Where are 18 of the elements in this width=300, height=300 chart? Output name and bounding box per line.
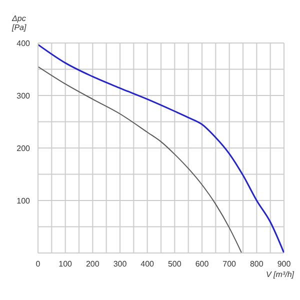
x-tick-label: 200 bbox=[86, 260, 100, 269]
x-tick-label: 400 bbox=[140, 260, 155, 269]
y-tick-label: 400 bbox=[16, 38, 31, 48]
y-tick-label: 100 bbox=[16, 196, 31, 206]
line-series bbox=[38, 44, 284, 253]
x-axis-title: V [m³/h] bbox=[266, 270, 294, 279]
line-series bbox=[38, 66, 242, 253]
x-tick-label: 900 bbox=[277, 260, 292, 269]
y-axis-title: Δpc [Pa] bbox=[12, 14, 28, 32]
x-tick-label: 500 bbox=[168, 260, 182, 269]
x-tick-label: 100 bbox=[58, 260, 73, 269]
y-tick-label: 300 bbox=[16, 91, 31, 100]
y-tick-label: 200 bbox=[16, 144, 31, 153]
x-tick-label: 0 bbox=[36, 260, 41, 269]
x-tick-label: 800 bbox=[250, 260, 264, 269]
x-tick-label: 300 bbox=[113, 260, 128, 269]
x-tick-label: 600 bbox=[195, 260, 210, 269]
x-tick-label: 700 bbox=[222, 260, 237, 269]
